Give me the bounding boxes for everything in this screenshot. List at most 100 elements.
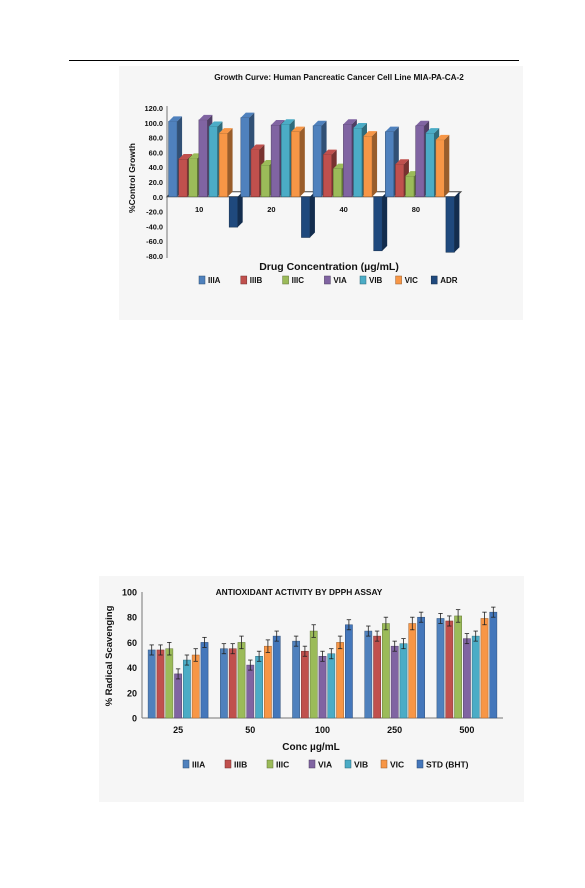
bar bbox=[318, 656, 327, 719]
bar bbox=[373, 635, 381, 719]
legend-swatch bbox=[266, 759, 274, 769]
bar bbox=[165, 648, 174, 719]
bar bbox=[463, 638, 471, 719]
bar bbox=[336, 642, 344, 719]
bar-adr-10 bbox=[228, 191, 243, 228]
legend-label: STD (BHT) bbox=[426, 760, 469, 770]
legend-label: VIB bbox=[369, 276, 383, 285]
legend-label: IIIA bbox=[208, 276, 221, 285]
bar-iiic-250 bbox=[382, 623, 390, 719]
x-tick-label: 20 bbox=[267, 205, 275, 214]
error-bar-vic-250 bbox=[410, 616, 415, 631]
y-tick-label: 120.0 bbox=[145, 104, 164, 113]
x-tick-label: 40 bbox=[339, 205, 347, 214]
bar-side bbox=[372, 131, 378, 197]
bar-iiic-100 bbox=[309, 630, 318, 719]
bar-top bbox=[198, 114, 213, 120]
error-bar-std-bht-100 bbox=[346, 619, 352, 631]
bar-top bbox=[313, 120, 327, 126]
error-bar-vib-500 bbox=[473, 630, 478, 642]
bar-top bbox=[415, 120, 430, 126]
bar-top bbox=[219, 128, 233, 134]
bar bbox=[174, 673, 182, 719]
bar bbox=[156, 649, 165, 719]
legend-item-iiib: IIIB bbox=[240, 275, 263, 285]
bar-side bbox=[309, 191, 315, 238]
bar-front bbox=[178, 158, 188, 198]
dpph-antioxidant-chart-panel: ANTIOXIDANT ACTIVITY BY DPPH ASSAY % Rad… bbox=[99, 576, 524, 802]
bar bbox=[445, 620, 454, 719]
x-tick-label: 80 bbox=[412, 205, 420, 214]
bar bbox=[390, 645, 399, 719]
chart-title: ANTIOXIDANT ACTIVITY BY DPPH ASSAY bbox=[216, 587, 383, 597]
bar-front bbox=[240, 117, 250, 198]
error-bar-iiia-25 bbox=[149, 644, 154, 656]
bar bbox=[147, 649, 156, 719]
bar-front bbox=[343, 124, 353, 198]
bar bbox=[382, 623, 390, 719]
bar-front bbox=[291, 131, 301, 198]
bar-front bbox=[353, 127, 363, 198]
legend-item-vib: VIB bbox=[344, 759, 368, 770]
legend-item-iiic: IIIC bbox=[282, 275, 304, 285]
y-tick-label: 60.0 bbox=[149, 148, 163, 157]
legend-swatch bbox=[282, 275, 289, 285]
growth-curve-chart: Growth Curve: Human Pancreatic Cancer Ce… bbox=[127, 73, 464, 285]
bar bbox=[417, 616, 425, 719]
error-bar-vib-50 bbox=[256, 650, 262, 662]
y-tick-label: 40.0 bbox=[149, 163, 163, 172]
bar-front bbox=[198, 119, 208, 198]
bar-iiib-25 bbox=[156, 649, 165, 719]
bar bbox=[191, 654, 200, 719]
y-tick-label: 20 bbox=[127, 688, 137, 698]
bar bbox=[309, 630, 318, 719]
legend-item-iiic: IIIC bbox=[266, 759, 289, 770]
x-tick-label: 100 bbox=[315, 725, 330, 735]
legend-label: IIIB bbox=[250, 276, 263, 285]
bar-front bbox=[322, 154, 332, 198]
error-bar-via-500 bbox=[464, 633, 470, 645]
bar-front bbox=[385, 131, 395, 198]
legend-item-std-bht: STD (BHT) bbox=[416, 760, 469, 770]
bar-top bbox=[208, 121, 223, 127]
error-bar-iiib-250 bbox=[374, 630, 380, 642]
y-tick-label: 40 bbox=[127, 663, 137, 673]
error-bar-vic-100 bbox=[337, 635, 343, 650]
legend-swatch bbox=[395, 275, 402, 285]
bar-std-bht-25 bbox=[200, 642, 209, 719]
legend-swatch bbox=[240, 275, 248, 285]
bar-iiia-500 bbox=[436, 618, 445, 719]
error-bar-iiic-100 bbox=[311, 624, 316, 638]
error-bar-vic-25 bbox=[193, 648, 198, 662]
bar-vib-250 bbox=[399, 643, 408, 719]
bar-vic-100 bbox=[336, 642, 344, 719]
error-bar-std-bht-25 bbox=[202, 636, 207, 648]
legend-swatch bbox=[380, 759, 388, 769]
bar-top bbox=[385, 126, 399, 132]
bar-front bbox=[312, 125, 322, 198]
bar-vib-25 bbox=[183, 659, 191, 719]
bar-top bbox=[353, 122, 367, 128]
bar-front bbox=[405, 175, 415, 198]
bar-front bbox=[435, 139, 445, 198]
bar-std-bht-500 bbox=[489, 611, 498, 719]
bar bbox=[301, 650, 309, 719]
error-bar-iiib-100 bbox=[302, 645, 308, 657]
legend-swatch bbox=[198, 275, 206, 285]
bar-front bbox=[445, 196, 455, 253]
bar-iiia-250 bbox=[364, 630, 373, 719]
legend-item-iiia: IIIA bbox=[198, 275, 221, 285]
error-bar-iiia-500 bbox=[438, 613, 443, 624]
legend-swatch bbox=[308, 759, 316, 769]
bar bbox=[345, 624, 353, 719]
legend-swatch bbox=[224, 759, 232, 769]
legend-swatch bbox=[344, 759, 352, 769]
bar-front bbox=[373, 196, 383, 252]
error-bar-via-100 bbox=[320, 650, 325, 662]
bar-top bbox=[343, 119, 357, 125]
bar-top bbox=[240, 112, 255, 118]
legend-swatch bbox=[430, 275, 438, 285]
bar-vic-10 bbox=[218, 128, 233, 198]
bar-adr-20 bbox=[301, 191, 315, 238]
bar bbox=[364, 630, 373, 719]
